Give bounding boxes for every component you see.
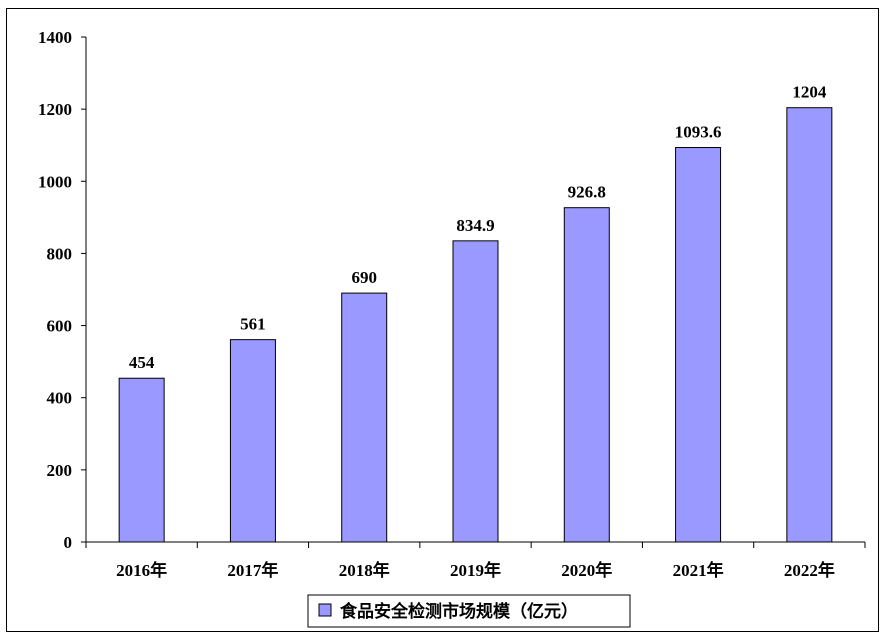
data-label: 834.9	[456, 216, 494, 235]
legend-swatch	[318, 603, 332, 617]
bar[interactable]	[341, 292, 388, 543]
bar[interactable]	[118, 377, 165, 543]
y-tick-label: 1000	[38, 172, 72, 191]
x-tick-label: 2017年	[227, 560, 278, 580]
y-tick-label: 200	[47, 461, 73, 480]
y-tick-label: 1200	[38, 100, 72, 119]
y-axis: 0 200 400 600 800 1000 1200 1400	[38, 28, 87, 552]
bar[interactable]	[229, 339, 276, 543]
x-tick-label: 2016年	[116, 560, 167, 580]
bar[interactable]	[786, 107, 833, 543]
legend-box	[307, 594, 631, 628]
data-labels: 454 561 690 834.9 926.8 1093.6 1204	[129, 83, 827, 373]
y-tick-label: 1400	[38, 28, 72, 47]
data-label: 1204	[792, 83, 827, 102]
x-tick-label: 2022年	[784, 560, 835, 580]
x-tick-label: 2018年	[339, 560, 390, 580]
y-tick-label: 800	[47, 244, 73, 263]
y-tick-label: 600	[47, 317, 73, 336]
data-label: 454	[129, 353, 155, 372]
bar[interactable]	[452, 240, 499, 543]
legend[interactable]: 食品安全检测市场规模（亿元）	[307, 594, 631, 628]
y-tick-label: 0	[64, 533, 73, 552]
x-tick-label: 2020年	[561, 560, 612, 580]
bar[interactable]	[563, 207, 610, 543]
data-label: 561	[240, 315, 266, 334]
bar-series	[118, 107, 833, 543]
x-axis: 2016年 2017年 2018年 2019年 2020年 2021年 2022年	[85, 541, 866, 580]
data-label: 1093.6	[675, 123, 722, 142]
y-tick-label: 400	[47, 389, 73, 408]
data-label: 926.8	[568, 183, 606, 202]
data-label: 690	[351, 268, 377, 287]
x-tick-label: 2021年	[673, 560, 724, 580]
x-tick-label: 2019年	[450, 560, 501, 580]
legend-label: 食品安全检测市场规模（亿元）	[340, 601, 578, 621]
bar[interactable]	[675, 147, 722, 543]
